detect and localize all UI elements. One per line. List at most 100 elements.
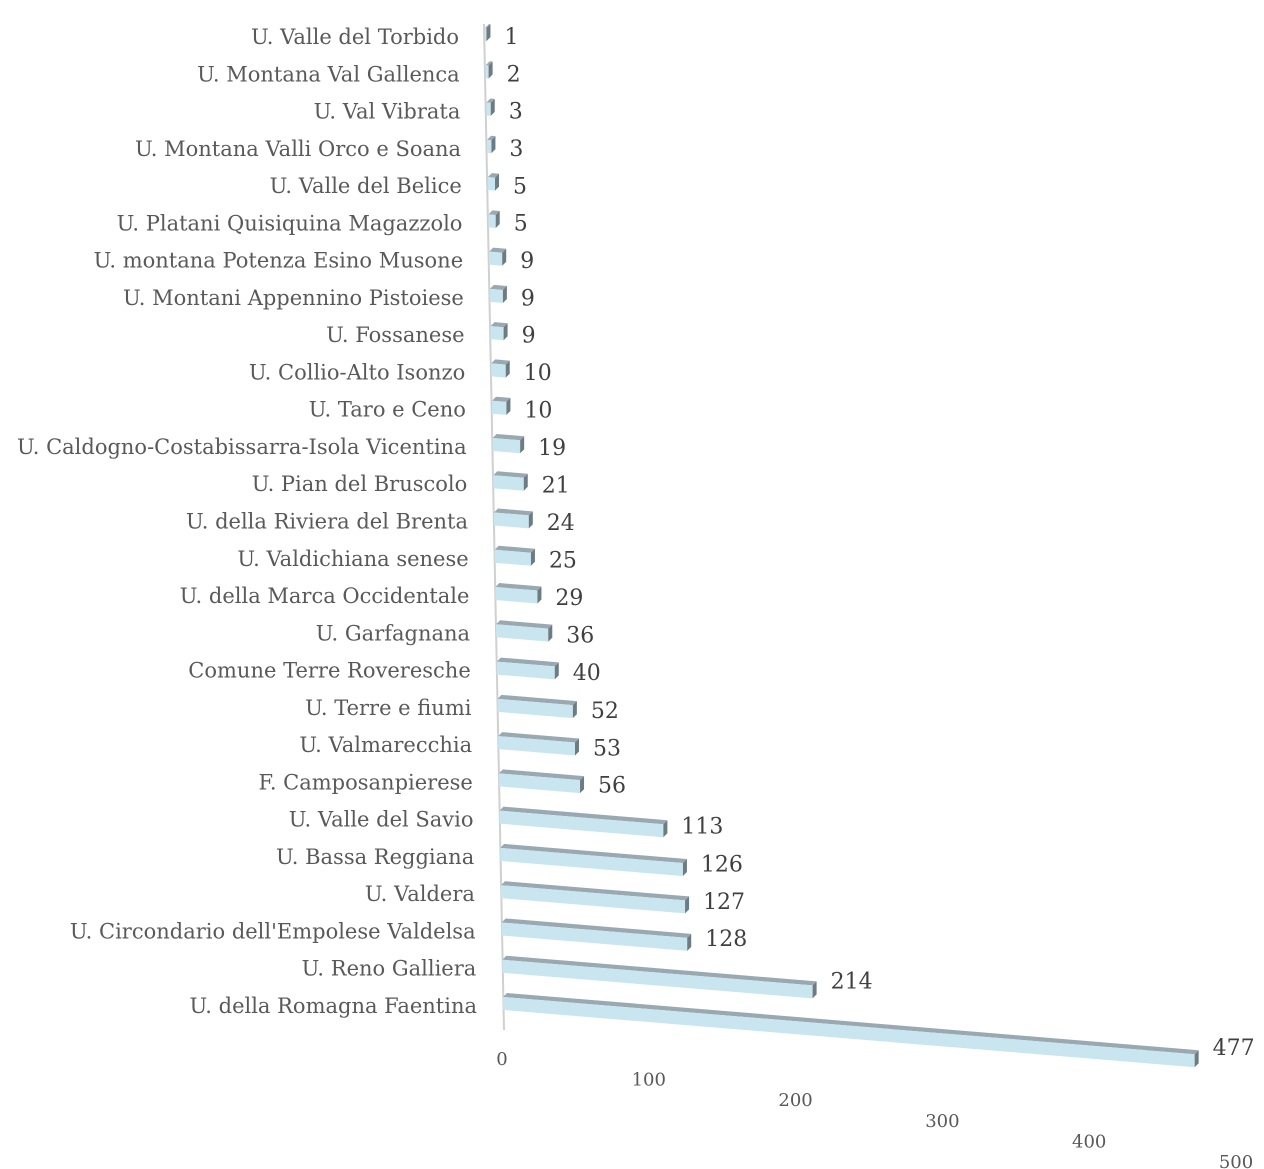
bar-end-face [495, 210, 500, 228]
bar-top-face [498, 732, 580, 743]
bar-end-face [580, 776, 585, 794]
bar-end-face [685, 896, 690, 914]
category-label: F. Camposanpierese [259, 770, 473, 794]
bar-end-face [687, 933, 692, 951]
category-label: U. Montana Val Gallenca [197, 62, 460, 86]
bar-top-face [492, 433, 525, 441]
value-label: 3 [509, 100, 523, 125]
bar [501, 918, 692, 951]
bar-front-face [501, 922, 688, 951]
bar [486, 98, 495, 116]
category-label: U. Val Vibrata [314, 100, 461, 124]
bar-front-face [499, 810, 664, 838]
category-label: U. Bassa Reggiana [276, 845, 474, 869]
value-label: 128 [705, 927, 747, 952]
x-tick-label: 200 [778, 1090, 812, 1111]
bar-top-face [491, 359, 510, 365]
bar-end-face [520, 436, 525, 454]
bar-top-face [502, 955, 817, 986]
value-label: 56 [598, 774, 626, 799]
bar-front-face [497, 698, 573, 719]
bar-top-face [501, 918, 692, 938]
bar-top-face [488, 210, 500, 215]
bar-top-face [503, 993, 1199, 1055]
bar-top-face [487, 135, 496, 141]
category-label: U. Garfagnana [316, 621, 470, 645]
bar-end-face [488, 61, 493, 79]
value-label: 2 [507, 62, 521, 87]
category-label: U. Taro e Ceno [309, 398, 466, 422]
category-label: U. Montani Appennino Pistoiese [123, 286, 464, 310]
bar-top-face [494, 545, 535, 553]
bar [499, 806, 668, 838]
y-axis-line [483, 23, 505, 1031]
value-label: 36 [566, 623, 594, 648]
bar [485, 24, 491, 42]
x-tick-label: 0 [496, 1049, 507, 1070]
bar-end-face [530, 548, 535, 566]
bar-end-face [490, 98, 495, 116]
category-label: U. Fossanese [326, 323, 464, 347]
value-label: 127 [703, 890, 745, 915]
bar [490, 322, 508, 341]
bar-end-face [548, 624, 553, 642]
bar-end-face [502, 248, 507, 266]
category-label: U. Caldogno-Costabissarra-Isola Vicentin… [17, 435, 467, 459]
bar-front-face [498, 773, 581, 794]
bar-top-face [485, 24, 491, 29]
value-label: 214 [831, 970, 873, 995]
category-label: U. della Riviera del Brenta [186, 510, 468, 534]
bar-top-face [487, 173, 500, 178]
bar [498, 769, 585, 794]
bar-end-face [495, 173, 500, 191]
value-label: 9 [520, 249, 534, 274]
bar-front-face [487, 139, 492, 154]
value-label: 5 [513, 174, 527, 199]
bar-end-face [663, 820, 668, 838]
category-label: U. Valle del Torbido [251, 25, 459, 49]
category-label: U. Pian del Bruscolo [252, 472, 468, 496]
bar-top-face [496, 620, 553, 629]
value-label: 5 [514, 212, 528, 237]
bar [496, 620, 553, 642]
bar-front-face [494, 549, 531, 566]
value-label: 113 [681, 814, 723, 839]
bar-front-face [496, 661, 555, 680]
value-label: 52 [591, 699, 619, 724]
bar-front-face [489, 288, 503, 303]
bar-end-face [572, 701, 577, 719]
bar [497, 694, 577, 719]
category-label: U. Montana Valli Orco e Soana [135, 137, 461, 161]
value-label: 19 [538, 436, 566, 461]
bar-top-face [485, 61, 493, 66]
bar-end-face [523, 473, 528, 491]
x-tick-label: 400 [1072, 1131, 1106, 1152]
category-label: U. Valle del Savio [289, 808, 474, 832]
bar-front-face [489, 251, 503, 266]
bar-top-face [489, 247, 507, 253]
bar-front-face [485, 28, 487, 42]
bar-end-face [537, 586, 542, 604]
bar-front-face [498, 736, 576, 756]
bar-end-face [812, 981, 817, 999]
bar-front-face [493, 475, 524, 491]
x-tick-label: 300 [925, 1111, 959, 1132]
bar-front-face [487, 177, 496, 191]
bar [485, 61, 493, 79]
bar-front-face [494, 512, 529, 529]
bar-top-face [491, 396, 511, 402]
category-label: U. Collio-Alto Isonzo [249, 360, 465, 384]
bar-end-face [528, 511, 533, 529]
bar [494, 508, 533, 529]
bar-end-face [505, 360, 510, 378]
category-label: U. Reno Galliera [302, 957, 477, 981]
bar-top-face [500, 881, 690, 901]
bar-end-face [1194, 1050, 1199, 1068]
bar-top-face [494, 508, 533, 516]
category-label: U. Valmarecchia [299, 733, 472, 757]
value-label: 53 [593, 736, 621, 761]
category-label: U. Terre e fiumi [305, 696, 472, 720]
bar-end-face [486, 24, 491, 42]
category-label: U. Valdichiana senese [237, 547, 468, 571]
